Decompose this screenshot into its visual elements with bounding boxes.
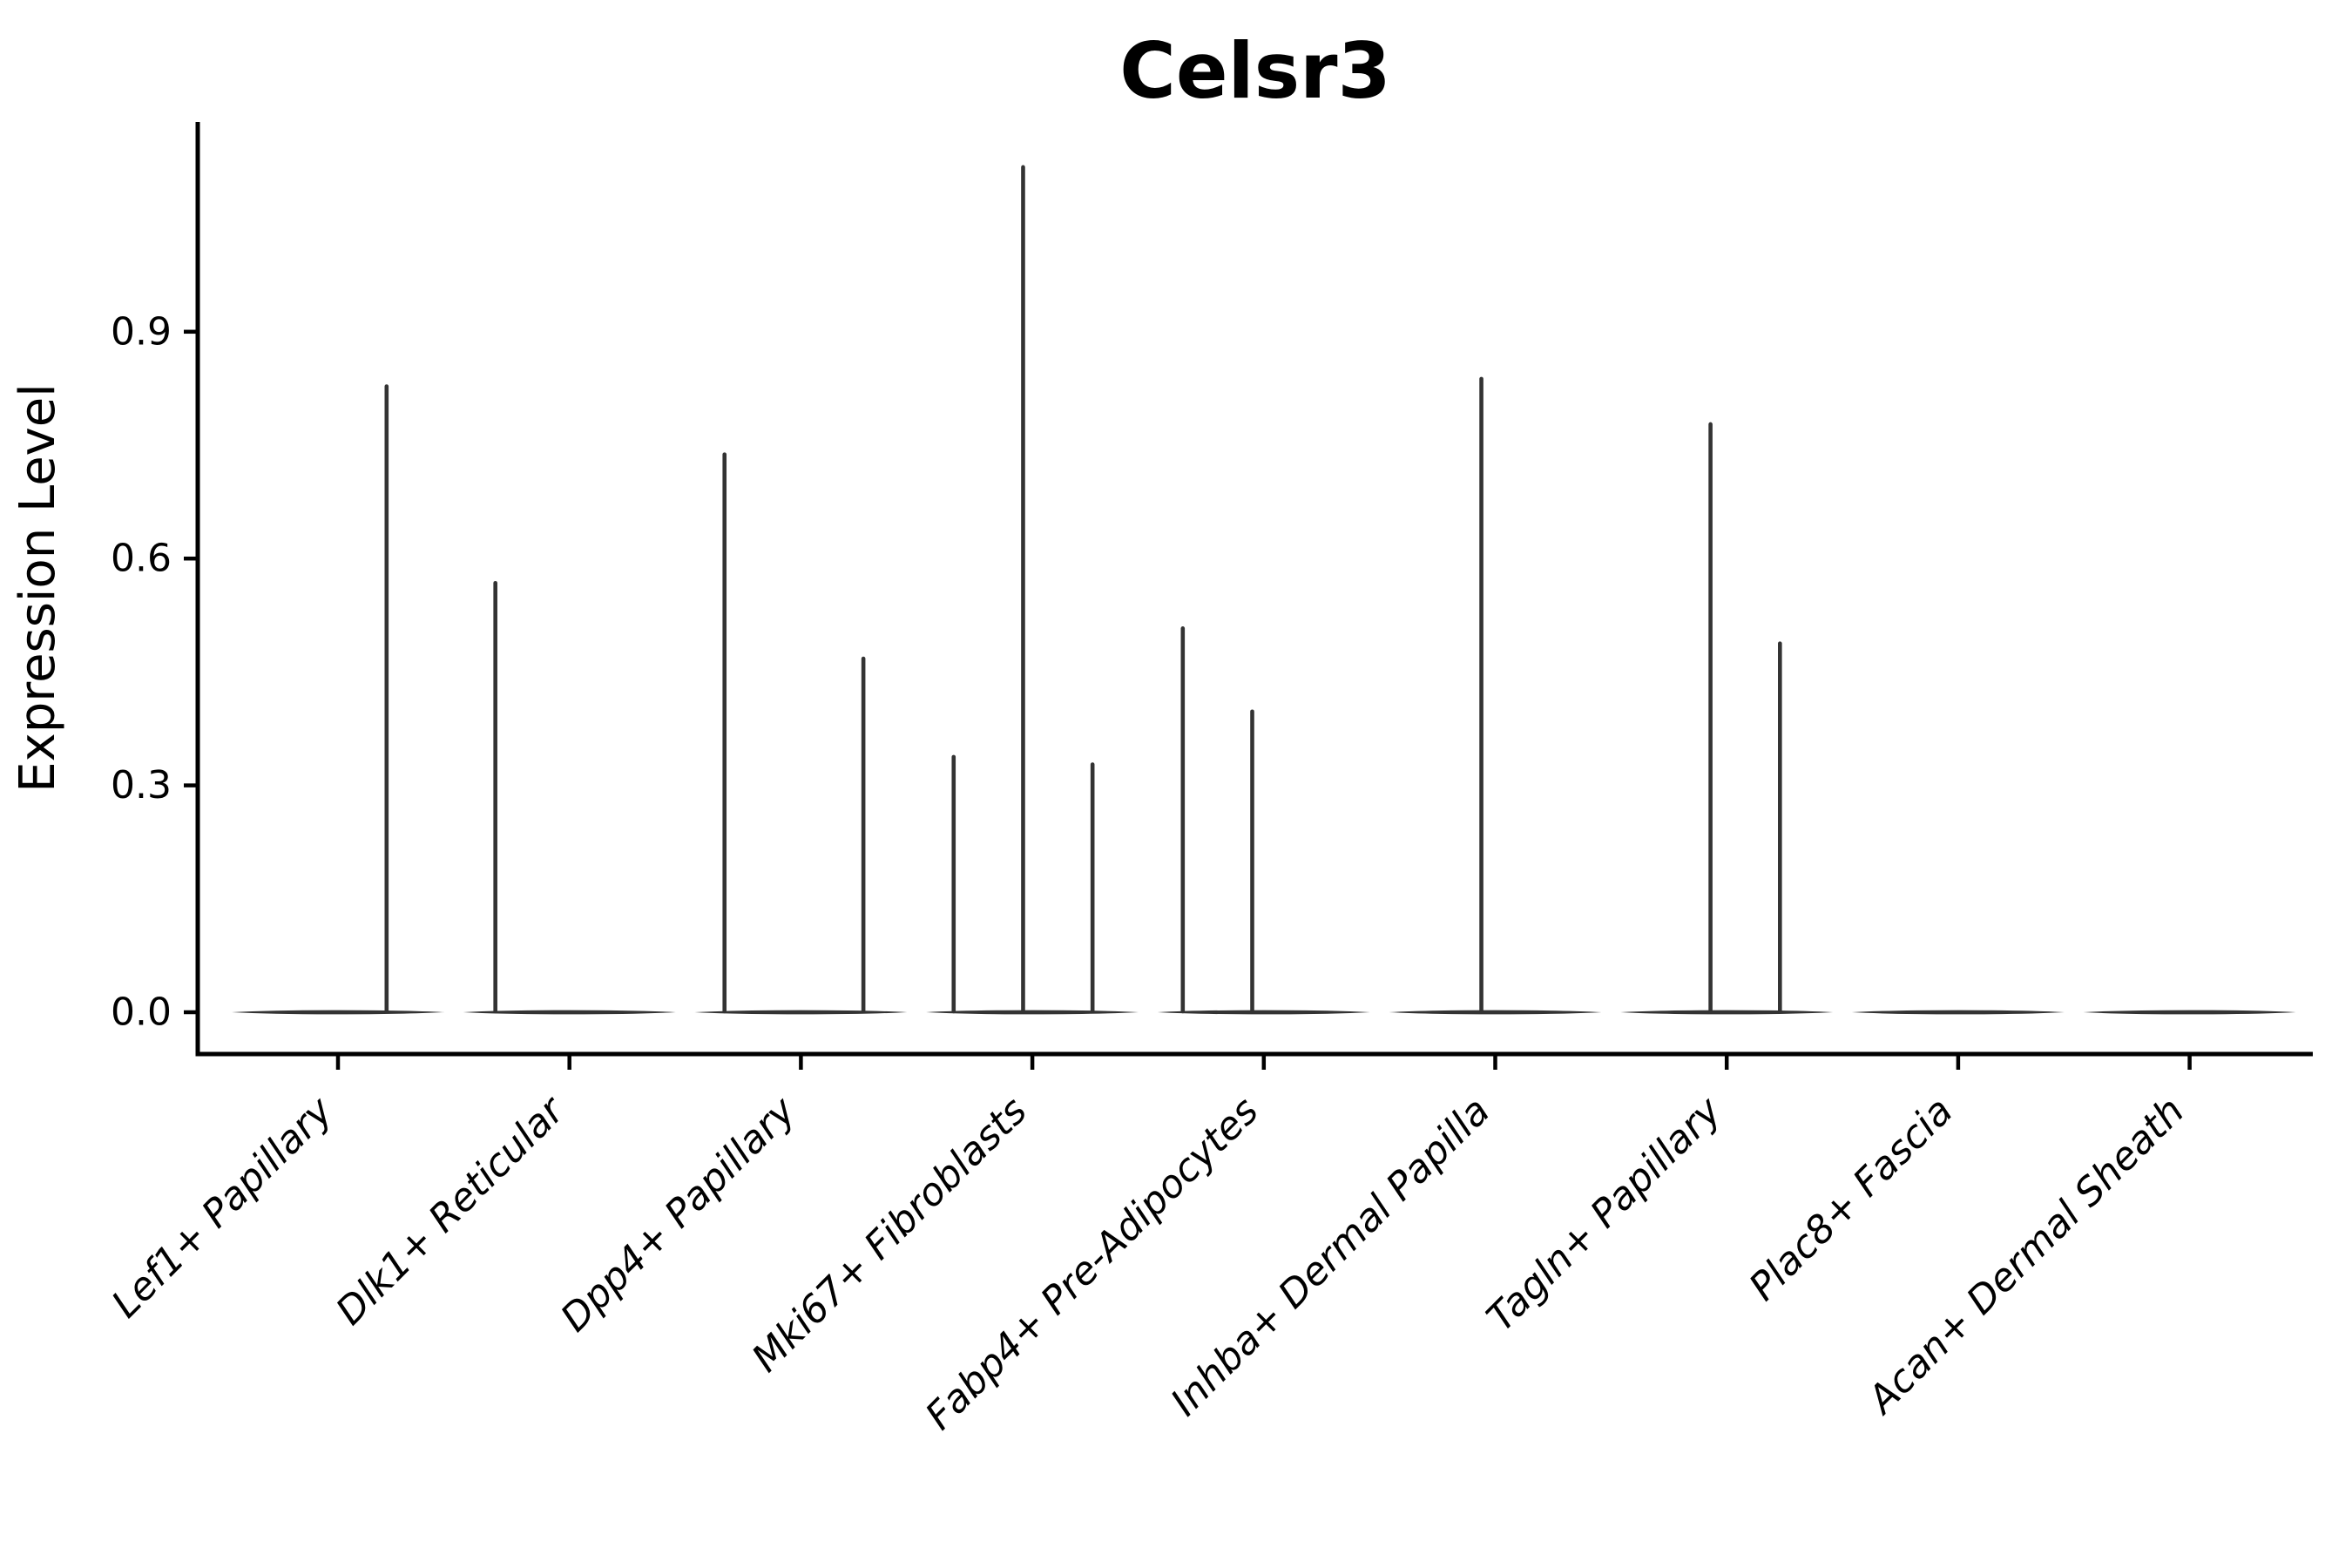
chart-title: Celsr3 [1119, 26, 1390, 116]
violin-baseline [694, 1010, 908, 1015]
x-tick-label: Plac8+ Fascia [1740, 1089, 1961, 1309]
y-tick-label: 0.6 [111, 537, 172, 581]
violin-baseline [926, 1010, 1139, 1015]
x-tick-label: Dpp4+ Papillary [552, 1088, 805, 1341]
y-tick-label: 0.0 [111, 990, 172, 1035]
violin-baseline [1389, 1010, 1602, 1015]
violin-baseline [1851, 1010, 2065, 1015]
x-tick-label: Dlk1+ Reticular [328, 1087, 574, 1334]
violin-baseline [463, 1010, 676, 1015]
x-tick-label: Tagln+ Papillary [1478, 1088, 1730, 1340]
violin-baseline [1620, 1010, 1834, 1015]
violin-baseline [2083, 1010, 2296, 1015]
y-axis-label: Expression Level [10, 383, 66, 793]
y-tick-label: 0.3 [111, 763, 172, 808]
axes-layer [184, 122, 2313, 1070]
violin-baseline [232, 1010, 444, 1015]
violins-layer [232, 165, 2296, 1015]
y-tick-label: 0.9 [111, 309, 172, 354]
x-tick-label: Lef1+ Papillary [104, 1088, 342, 1327]
violin-baseline [1157, 1010, 1370, 1015]
